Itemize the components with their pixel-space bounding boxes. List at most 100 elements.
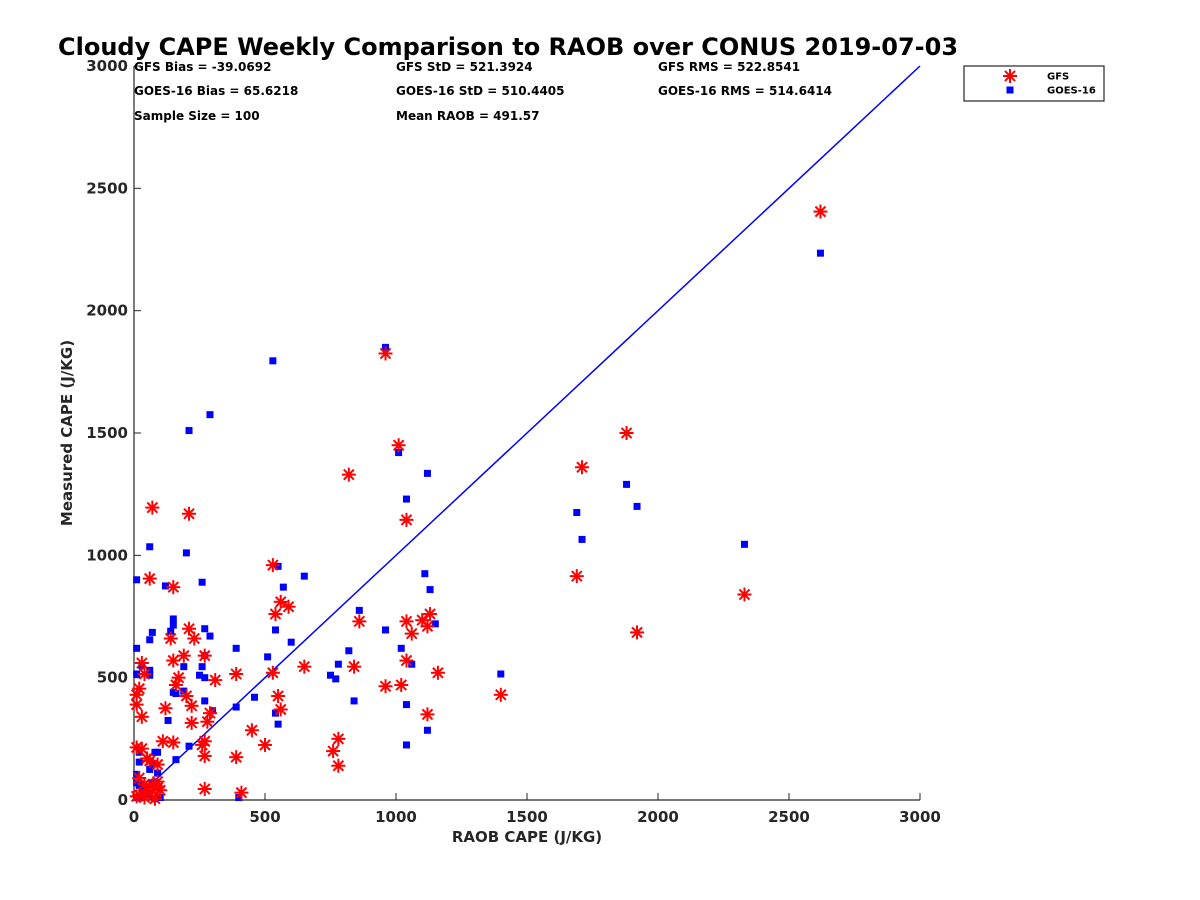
goes16-point [135,758,143,766]
goes16-point [135,781,143,789]
gfs-point [813,204,828,219]
x-axis-label: RAOB CAPE (J/KG) [452,828,602,846]
goes16-point [426,586,434,594]
gfs-point [195,737,210,752]
legend-box [963,65,1105,102]
goes16-point [146,765,154,773]
gfs-point [166,580,181,595]
goes16-point [146,543,154,551]
gfs-point [184,715,199,730]
goes16-point [235,794,243,802]
gfs-point [134,655,149,670]
gfs-point [197,748,212,763]
gfs-point [229,666,244,681]
goes16-point [408,660,416,668]
goes16-point [201,697,209,705]
goes16-point [402,741,410,749]
gfs-point [197,648,212,663]
goes16-point [423,726,431,734]
stat-text: GFS StD = 521.3924 [396,60,533,74]
gfs-point [341,467,356,482]
x-tick-label: 2500 [768,808,810,826]
goes16-point [185,742,193,750]
gfs-point [197,781,212,796]
goes16-point [251,693,259,701]
gfs-point [182,506,197,521]
stat-text: GOES-16 RMS = 514.6414 [658,84,832,98]
goes16-point [402,495,410,503]
gfs-point [134,709,149,724]
gfs-point [234,785,249,800]
goes16-point [146,671,154,679]
goes16-point [151,748,159,756]
goes16-point [274,720,282,728]
goes16-point [172,756,180,764]
goes16-point [395,449,403,457]
goes16-point [327,671,334,679]
gfs-point [168,678,183,693]
gfs-point [163,631,178,646]
gfs-point [200,714,215,729]
stat-text: GFS Bias = -39.0692 [134,60,271,74]
reference-line-group [133,65,921,801]
goes16-point [355,606,363,614]
gfs-point [166,735,181,750]
y-tick-label: 2000 [86,302,128,320]
gfs-point [182,621,197,636]
goes16-point [578,535,586,543]
legend-goes16-marker [1006,86,1014,94]
gfs-point [129,697,144,712]
y-tick-label: 2500 [86,179,128,197]
x-tick-label: 1000 [375,808,417,826]
gfs-point [140,751,155,766]
y-tick-label: 1000 [86,546,128,564]
gfs-point [404,626,419,641]
chart-title: Cloudy CAPE Weekly Comparison to RAOB ov… [58,33,958,61]
gfs-point [150,774,165,789]
goes16-point [169,688,177,696]
goes16-point [154,769,162,777]
gfs-point [150,757,165,772]
goes16-point [264,653,272,661]
x-tick-label: 2000 [637,808,679,826]
goes16-point [816,249,824,257]
goes16-point [300,572,308,580]
gfs-point [244,723,259,738]
goes16-point [271,626,279,634]
gfs-point [326,744,341,759]
gfs-point [202,706,217,721]
gfs-point [273,594,288,609]
goes16-point [274,562,282,570]
gfs-point [265,558,280,573]
goes16-point [633,502,641,510]
gfs-point [399,512,414,527]
goes16-point [279,583,287,591]
gfs-point [569,569,584,584]
goes16-point [201,625,209,633]
goes16-point [382,626,390,634]
goes16-point [156,794,164,802]
gfs-point [271,689,286,704]
goes16-point [198,663,206,671]
goes16-point [269,357,277,365]
legend-gfs-marker [1003,69,1017,83]
gfs-point [268,607,283,622]
one-to-one-line [133,65,921,801]
gfs-point [166,653,181,668]
goes16-point [164,716,172,724]
gfs-point [132,770,147,785]
gfs-point [575,460,590,475]
goes16-point [185,427,193,435]
gfs-point [423,607,438,622]
gfs-point [140,783,155,798]
gfs-point [420,619,435,634]
gfs-point [134,741,149,756]
goes16-point [169,621,177,629]
statistics-block: GFS Bias = -39.0692 GFS StD = 521.3924 GFS… [134,60,832,123]
goes16-point [206,411,214,419]
gfs-point [619,426,634,440]
legend-label: GOES-16 [1047,86,1096,97]
goes16-point [146,666,154,674]
gfs-point [737,587,752,602]
